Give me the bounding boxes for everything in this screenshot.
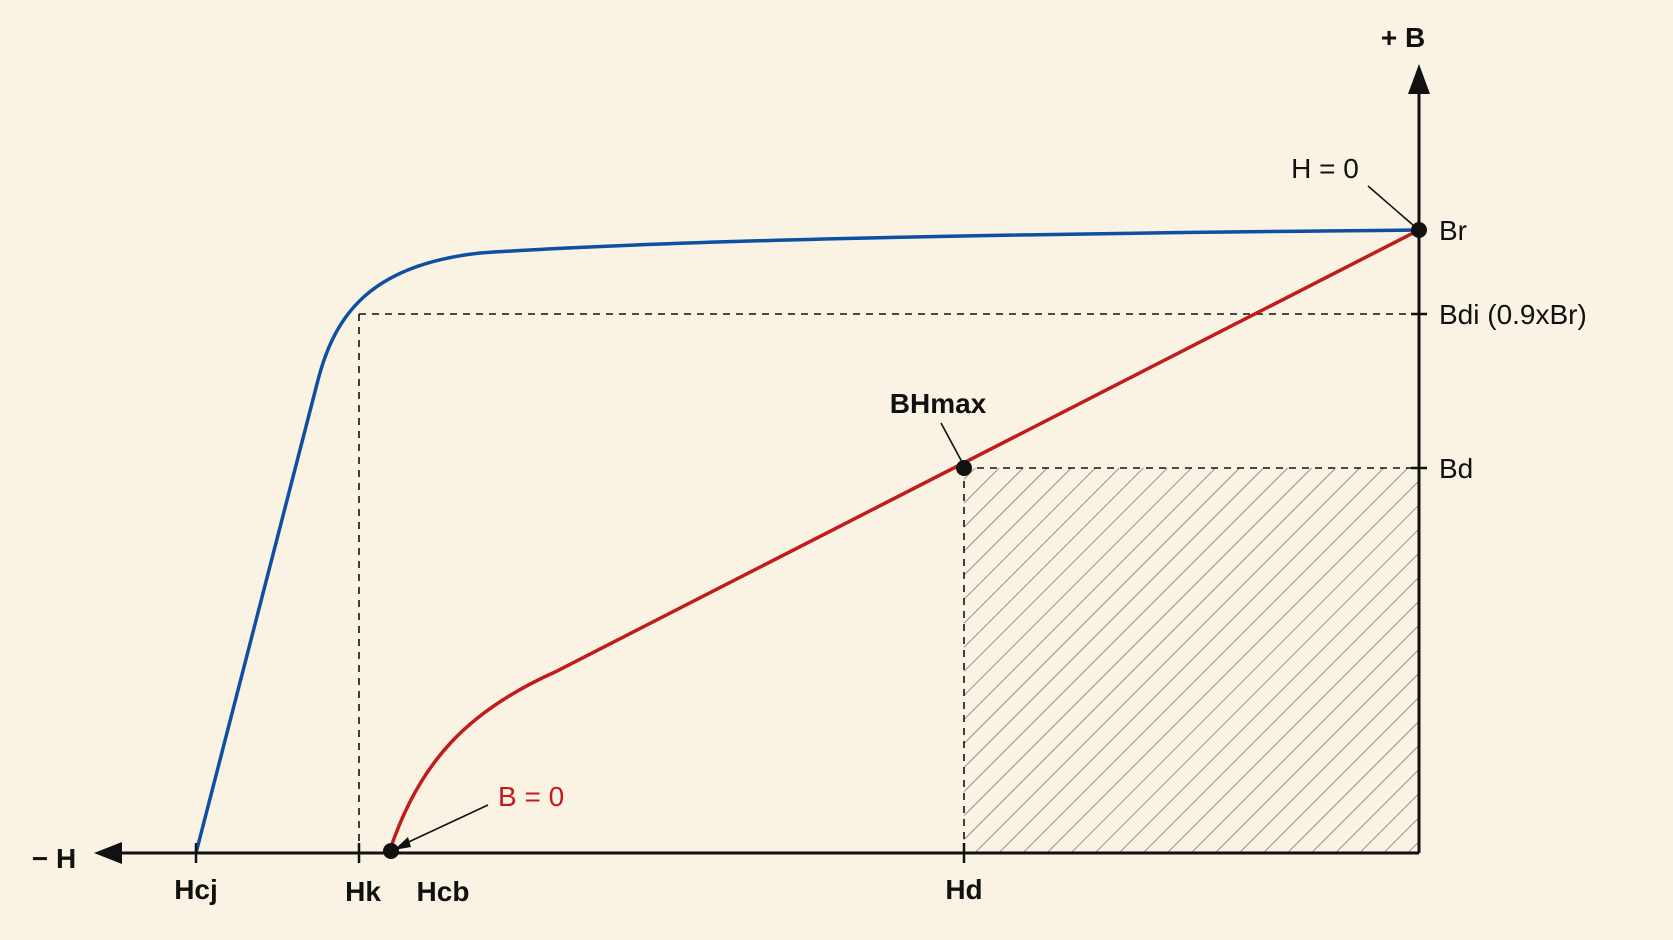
b-axis-arrow-icon <box>1408 64 1430 94</box>
bdi-label: Bdi (0.9xBr) <box>1439 299 1587 330</box>
bd-label: Bd <box>1439 453 1473 484</box>
intrinsic-curve <box>194 228 1421 855</box>
h-zero-leader <box>1367 185 1414 226</box>
b-zero-leader <box>399 804 489 847</box>
br-label: Br <box>1439 215 1467 246</box>
tick-marks <box>194 312 1427 863</box>
axes <box>118 92 1421 855</box>
h-axis-label: − H <box>32 843 76 874</box>
br-point <box>1411 222 1427 238</box>
b-axis-label: + B <box>1381 22 1425 53</box>
bhmax-point <box>956 460 972 476</box>
h-axis-arrow-icon <box>94 842 122 864</box>
leader-lines <box>399 185 1414 847</box>
b-zero-label: B = 0 <box>498 781 564 812</box>
normal-curve <box>388 228 1421 852</box>
hcb-point <box>383 843 399 859</box>
b-zero-arrow-icon <box>394 837 411 850</box>
hcj-label: Hcj <box>174 874 218 905</box>
reference-lines <box>358 313 1412 853</box>
hcb-label: Hcb <box>417 876 470 907</box>
bhmax-label: BHmax <box>890 388 987 419</box>
hd-label: Hd <box>945 874 982 905</box>
hk-label: Hk <box>345 876 381 907</box>
h-zero-label: H = 0 <box>1291 153 1359 184</box>
bhmax-leader <box>940 422 963 463</box>
bhmax-energy-area <box>964 468 1419 853</box>
